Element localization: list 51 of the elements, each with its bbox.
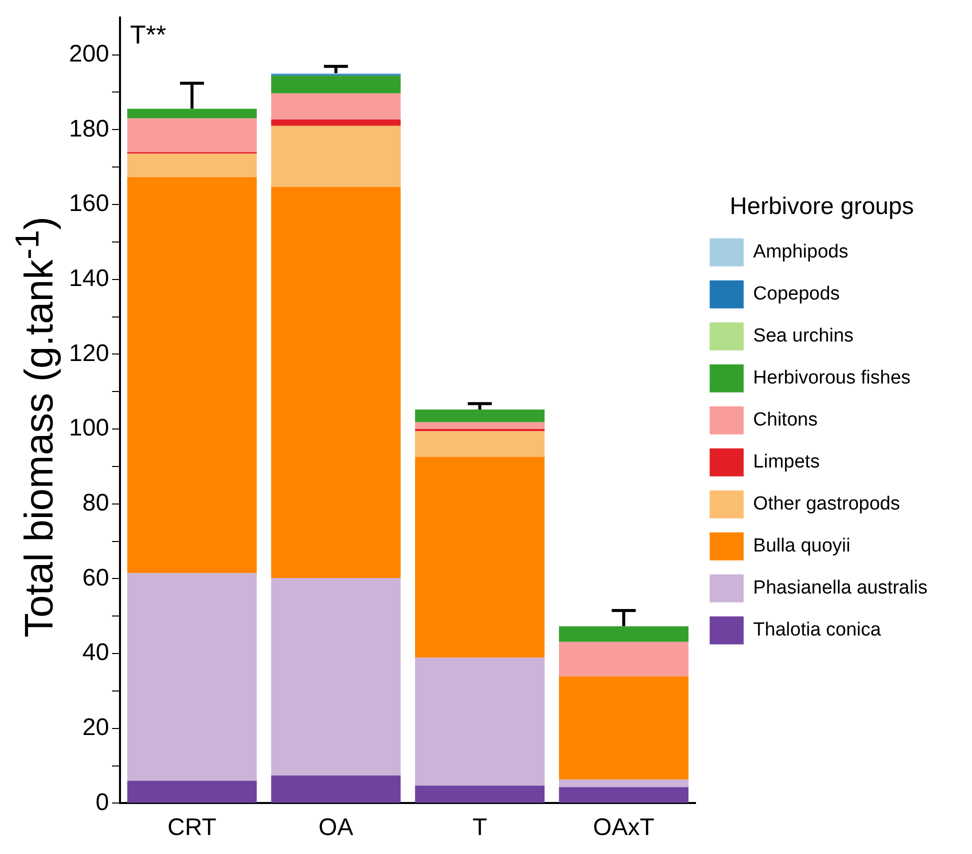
legend-label: Herbivorous fishes [753,368,922,389]
y-tick-label: 140 [68,264,110,292]
legend-label: Thalotia conica [753,620,892,641]
bar [558,642,688,676]
bar [271,126,401,187]
legend-label: Copepods [753,284,850,305]
legend-label: Chitons [753,410,828,431]
bar [127,118,257,152]
bar [127,177,257,574]
y-tick-label: 60 [82,564,110,592]
y-tick-label: 40 [82,639,110,666]
bar [415,456,545,658]
bar [127,108,257,118]
legend-label: Other gastropods [753,494,911,515]
bar [558,780,688,788]
bar [271,120,401,126]
bar [127,154,257,178]
x-tick-label: T [472,814,488,842]
y-tick-label: 200 [68,40,110,68]
bar [127,780,257,803]
legend-label: Bulla quoyii [753,536,861,557]
legend-label: Amphipods [753,242,859,263]
y-tick-label: 20 [82,714,110,741]
bar [127,573,257,781]
annotation: T** [130,20,166,50]
bar [558,676,688,780]
y-tick-label: 0 [96,788,110,816]
bar [271,776,401,803]
legend-label: Sea urchins [753,326,864,347]
bar [271,76,401,94]
legend-title: Herbivore groups [730,193,914,220]
bar [415,410,545,422]
legend-label: Phasianella australis [753,578,938,599]
bar [558,626,688,642]
bar [271,186,401,578]
x-tick-label: OAxT [593,814,655,842]
bar [415,786,545,803]
y-tick-label: 180 [68,115,110,142]
bar [415,422,545,430]
legend-label: Limpets [753,452,830,473]
y-tick-label: 160 [68,190,110,218]
bar [271,578,401,776]
bar [415,431,545,457]
bar [558,787,688,803]
x-tick-label: CRT [168,814,217,842]
y-tick-label: 80 [82,489,110,516]
x-tick-label: OA [318,814,354,842]
bar [415,658,545,786]
y-tick-label: 100 [68,414,110,442]
bar [271,93,401,120]
y-tick-label: 120 [68,340,110,367]
